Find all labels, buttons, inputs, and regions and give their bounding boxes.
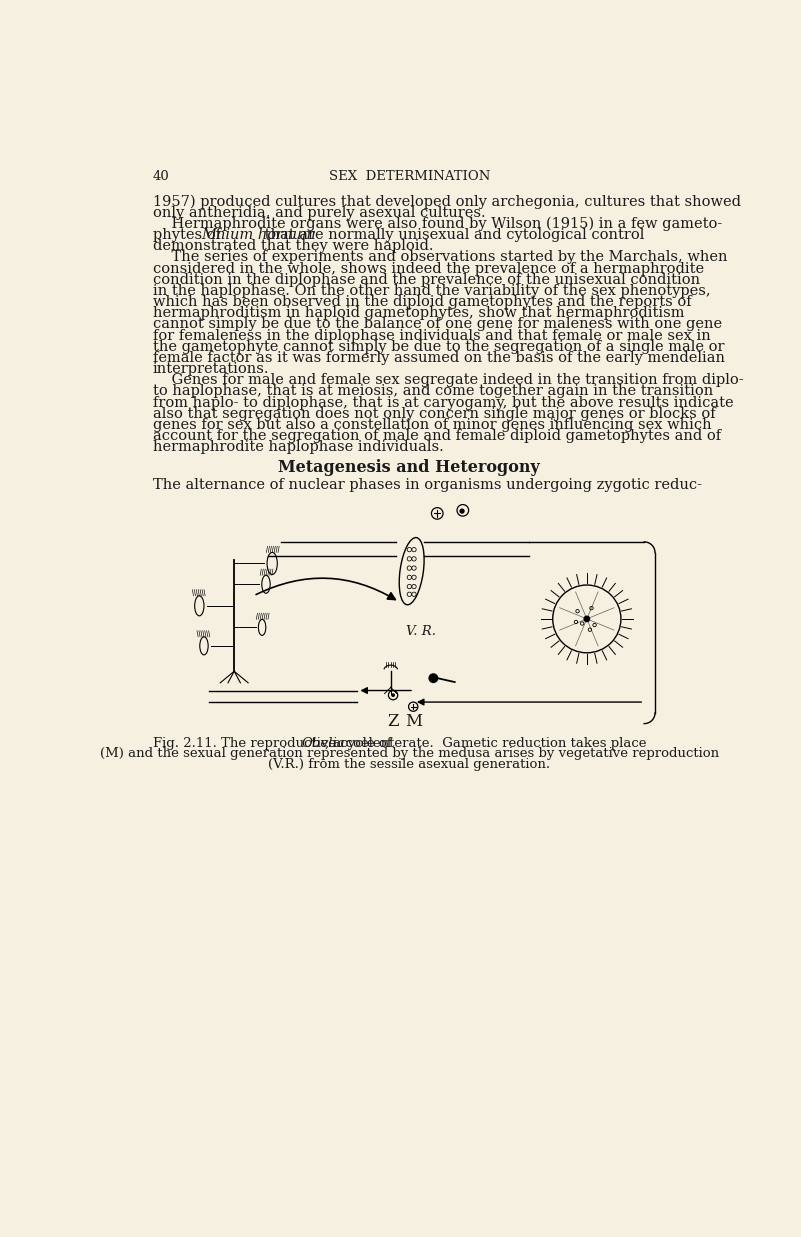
Text: phytes of: phytes of xyxy=(153,228,225,242)
Text: , a coelenterate.  Gametic reduction takes place: , a coelenterate. Gametic reduction take… xyxy=(325,737,647,750)
Text: Fig. 2.11. The reproductive cycle of: Fig. 2.11. The reproductive cycle of xyxy=(153,737,396,750)
Text: for femaleness in the diplophase individuals and that female or male sex in: for femaleness in the diplophase individ… xyxy=(153,329,710,343)
Text: Metagenesis and Heterogony: Metagenesis and Heterogony xyxy=(279,459,540,476)
Text: in the haplophase. On the other hand the variability of the sex phenotypes,: in the haplophase. On the other hand the… xyxy=(153,285,710,298)
Circle shape xyxy=(460,510,464,513)
Text: 1957) produced cultures that developed only archegonia, cultures that showed: 1957) produced cultures that developed o… xyxy=(153,194,741,209)
Text: hermaphrodite haplophase individuals.: hermaphrodite haplophase individuals. xyxy=(153,440,444,454)
Text: genes for sex but also a constellation of minor genes influencing sex which: genes for sex but also a constellation o… xyxy=(153,418,711,432)
Text: from haplo- to diplophase, that is at caryogamy, but the above results indicate: from haplo- to diplophase, that is at ca… xyxy=(153,396,734,409)
Text: M: M xyxy=(405,713,422,730)
FancyArrowPatch shape xyxy=(256,578,396,600)
Text: (M) and the sexual generation represented by the medusa arises by vegetative rep: (M) and the sexual generation represente… xyxy=(100,747,719,760)
Text: that are normally unisexual and cytological control: that are normally unisexual and cytologi… xyxy=(260,228,645,242)
Text: The alternance of nuclear phases in organisms undergoing zygotic reduc-: The alternance of nuclear phases in orga… xyxy=(153,477,702,491)
Circle shape xyxy=(584,616,590,622)
Text: the gametophyte cannot simply be due to the segregation of a single male or: the gametophyte cannot simply be due to … xyxy=(153,340,724,354)
Text: demonstrated that they were haploid.: demonstrated that they were haploid. xyxy=(153,239,433,254)
Text: SEX  DETERMINATION: SEX DETERMINATION xyxy=(328,169,490,183)
Text: Obelia: Obelia xyxy=(301,737,345,750)
Text: also that segregation does not only concern single major genes or blocks of: also that segregation does not only conc… xyxy=(153,407,715,421)
Text: female factor as it was formerly assumed on the basis of the early mendelian: female factor as it was formerly assumed… xyxy=(153,351,725,365)
Text: interpretations.: interpretations. xyxy=(153,362,269,376)
Text: Hermaphrodite organs were also found by Wilson (1915) in a few gameto-: Hermaphrodite organs were also found by … xyxy=(153,216,722,231)
Text: which has been observed in the diploid gametophytes and the reports of: which has been observed in the diploid g… xyxy=(153,296,691,309)
Text: The series of experiments and observations started by the Marchals, when: The series of experiments and observatio… xyxy=(153,250,727,265)
Text: (V.R.) from the sessile asexual generation.: (V.R.) from the sessile asexual generati… xyxy=(268,757,550,771)
Text: hermaphroditism in haploid gametophytes, show that hermaphroditism: hermaphroditism in haploid gametophytes,… xyxy=(153,307,684,320)
Text: Mnium hornum: Mnium hornum xyxy=(202,228,316,242)
Text: cannot simply be due to the balance of one gene for maleness with one gene: cannot simply be due to the balance of o… xyxy=(153,318,722,332)
Text: 40: 40 xyxy=(153,169,170,183)
Text: considered in the whole, shows indeed the prevalence of a hermaphrodite: considered in the whole, shows indeed th… xyxy=(153,262,704,276)
Circle shape xyxy=(392,694,394,696)
Text: account for the segregation of male and female diploid gametophytes and of: account for the segregation of male and … xyxy=(153,429,721,443)
Text: V. R.: V. R. xyxy=(406,625,437,638)
Text: Z: Z xyxy=(388,713,399,730)
Text: Genes for male and female sex segregate indeed in the transition from diplo-: Genes for male and female sex segregate … xyxy=(153,374,743,387)
Text: condition in the diplophase and the prevalence of the unisexual condition: condition in the diplophase and the prev… xyxy=(153,273,700,287)
Circle shape xyxy=(429,674,437,683)
Text: to haplophase, that is at meiosis, and come together again in the transition: to haplophase, that is at meiosis, and c… xyxy=(153,385,713,398)
Text: only antheridia, and purely asexual cultures.: only antheridia, and purely asexual cult… xyxy=(153,205,485,220)
